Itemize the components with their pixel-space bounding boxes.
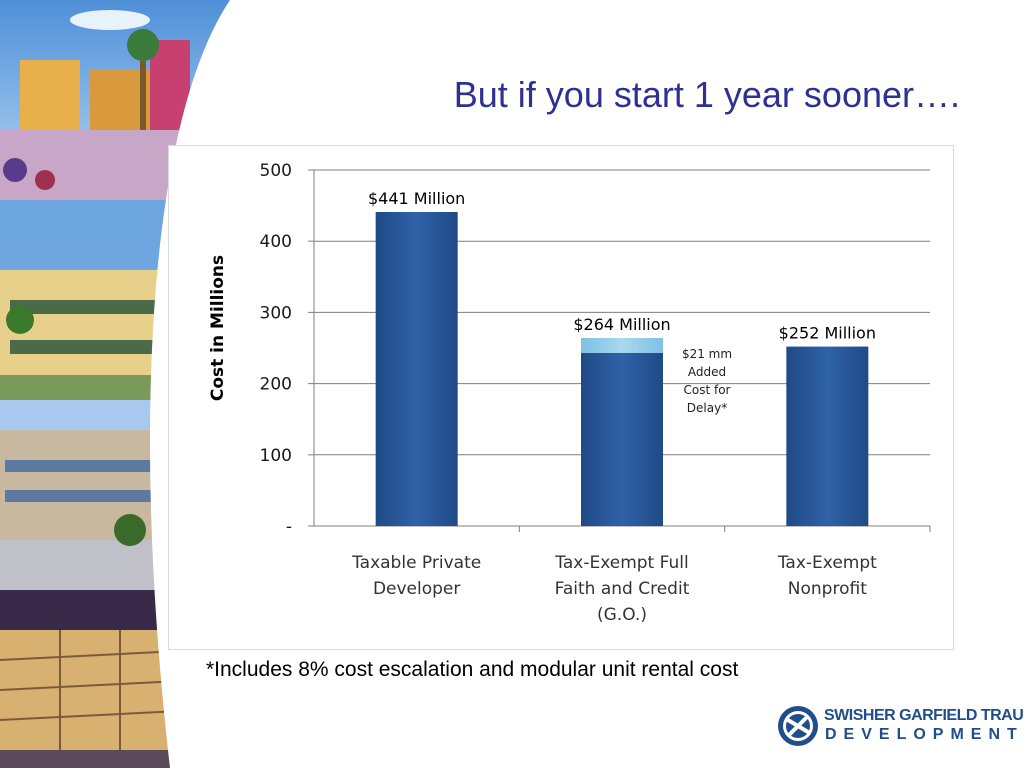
delay-annotation-line: Added: [688, 365, 726, 379]
footnote: *Includes 8% cost escalation and modular…: [206, 658, 739, 681]
logo-name-line: SWISHER GARFIELD TRAUB: [824, 707, 1024, 724]
category-label: Nonprofit: [788, 579, 867, 599]
category-label: Tax-Exempt Full: [554, 553, 688, 573]
category-label: Tax-Exempt: [777, 553, 877, 573]
logo-development-line: DEVELOPMENT: [825, 726, 1024, 743]
delay-annotation-line: Cost for: [684, 383, 731, 397]
bar-data-label: $441 Million: [368, 189, 465, 208]
delay-annotation-line: $21 mm: [682, 347, 732, 361]
category-label: Taxable Private: [351, 553, 481, 573]
y-tick-label: 100: [260, 446, 292, 466]
y-tick-label: 400: [260, 232, 292, 252]
delay-annotation-line: Delay*: [687, 401, 727, 415]
bar: [581, 352, 663, 526]
company-logo: SWISHER GARFIELD TRAUB DEVELOPMENT: [776, 704, 1024, 750]
category-label: Faith and Credit: [555, 579, 690, 599]
bar-delay-cost-segment: [581, 338, 663, 353]
category-label: Developer: [373, 579, 460, 599]
bar: [375, 212, 458, 526]
y-axis-title: Cost in Millions: [208, 255, 228, 401]
bar-chart: - 100 200 300 400 500 Cost in Millions $441 Mil…: [168, 145, 954, 650]
y-tick-label: -: [286, 517, 292, 537]
chart-canvas: - 100 200 300 400 500 Cost in Millions $441 Mil…: [208, 161, 931, 625]
bar: [786, 346, 869, 526]
y-tick-label: 300: [260, 303, 292, 323]
category-label: (G.O.): [597, 605, 647, 625]
slide-title: But if you start 1 year sooner….: [453, 74, 960, 115]
y-tick-label: 200: [260, 375, 292, 395]
bar-data-label: $252 Million: [779, 324, 876, 343]
logo-emblem-icon: [778, 706, 818, 746]
bar-data-label: $264 Million: [573, 315, 670, 334]
y-tick-label: 500: [260, 161, 292, 181]
